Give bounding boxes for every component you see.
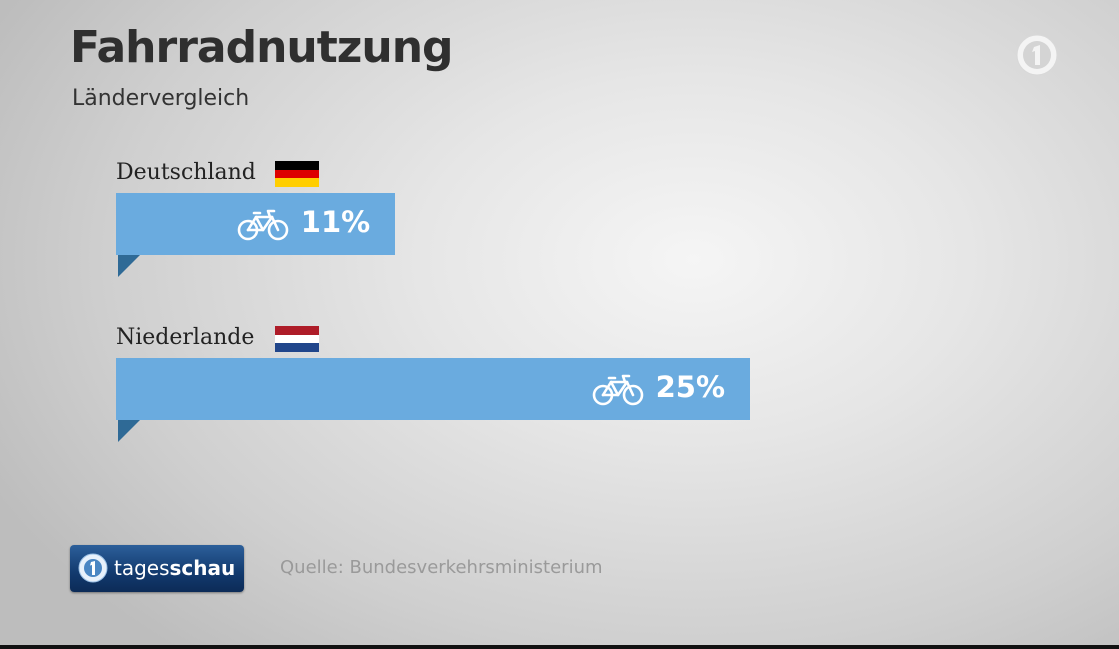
flag-germany-icon	[275, 161, 319, 187]
tagesschau-wordmark: tagesschau	[114, 556, 235, 580]
flag-netherlands-icon	[275, 326, 319, 352]
data-label: 11%	[300, 205, 371, 239]
bottom-border	[0, 645, 1119, 649]
tagesschau-logo: tagesschau	[70, 545, 244, 592]
bar: 25%	[116, 358, 750, 420]
brand-bold: schau	[169, 556, 236, 580]
category-label: Niederlande	[116, 325, 255, 350]
bar: 11%	[116, 193, 395, 255]
bar-fold	[118, 255, 140, 277]
globe-icon	[78, 553, 108, 583]
chart-title: Fahrradnutzung	[70, 22, 454, 73]
das-erste-logo-icon	[1016, 34, 1058, 76]
bar-fold	[118, 420, 140, 442]
source-note: Quelle: Bundesverkehrsministerium	[280, 557, 603, 578]
chart-subtitle: Ländervergleich	[72, 86, 250, 111]
category-label: Deutschland	[116, 160, 256, 185]
brand-light: tages	[114, 556, 170, 580]
bicycle-icon	[237, 207, 289, 241]
data-label: 25%	[655, 370, 726, 404]
bicycle-icon	[592, 372, 644, 406]
